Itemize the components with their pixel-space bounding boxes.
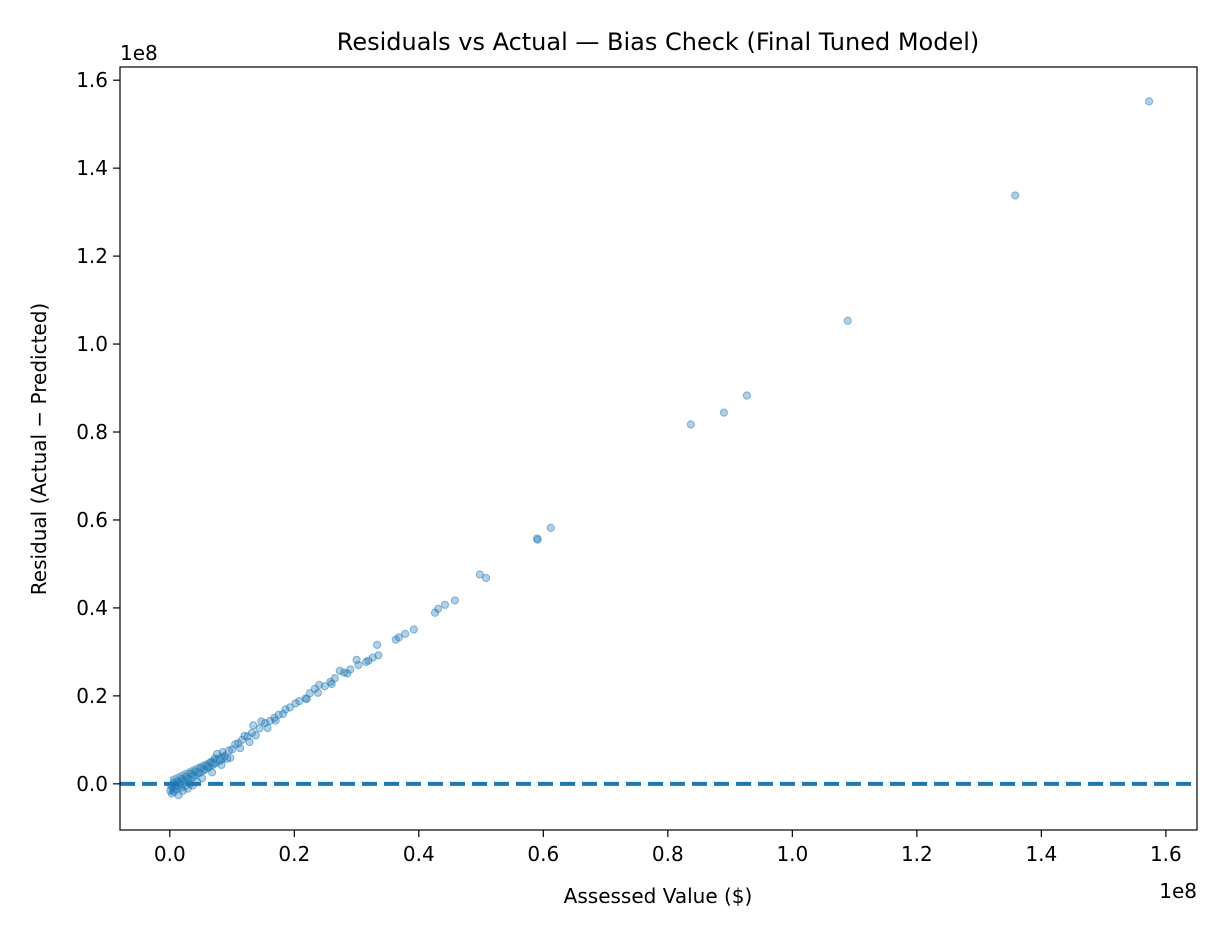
data-point [249,721,258,730]
y-tick-label: 1.2 [76,244,108,268]
data-point [251,731,260,740]
data-point [240,731,249,740]
data-point [719,408,728,417]
y-tick-label: 0.2 [76,684,108,708]
data-point [1144,97,1154,106]
x-tick-label: 1.4 [1025,842,1057,866]
y-tick-label: 0.6 [76,508,108,532]
data-point [177,774,186,784]
x-tick-label: 0.2 [278,842,310,866]
data-point [257,717,266,726]
y-tick-label: 0.4 [76,596,108,620]
data-point [352,655,361,664]
data-point [191,767,200,776]
data-point [198,774,207,783]
data-point [361,657,371,667]
x-ticks: 0.0 0.2 0.4 0.6 0.8 1.0 1.2 1.4 1.6 [154,830,1182,866]
data-point [686,420,695,429]
data-point [279,709,288,719]
data-point [291,699,300,708]
data-point [181,772,191,781]
data-point [208,768,217,777]
data-point [213,749,222,759]
data-point [217,760,226,770]
data-point [430,608,440,617]
plot-frame [119,66,1198,831]
x-axis-label: Assessed Value ($) [564,884,753,908]
x-tick-label: 0.6 [527,842,559,866]
data-point [742,391,752,400]
data-point [343,669,352,678]
x-offset-text: 1e8 [1159,879,1197,903]
data-point [313,688,323,697]
x-tick-label: 0.4 [403,842,435,866]
data-points [166,97,1154,800]
data-point [236,744,245,753]
x-tick-label: 1.0 [776,842,808,866]
data-point [409,625,418,634]
data-point [226,753,235,762]
data-point [843,316,852,325]
data-point [245,737,254,747]
data-point [475,570,484,579]
y-tick-label: 0.0 [76,772,108,796]
data-point [271,716,280,725]
x-tick-label: 0.8 [652,842,684,866]
data-point [285,703,295,712]
y-offset-text: 1e8 [120,41,158,65]
y-axis-label: Residual (Actual − Predicted) [27,303,51,595]
data-point [302,694,311,704]
data-point [281,705,290,714]
y-ticks: 0.0 0.2 0.4 0.6 0.8 1.0 1.2 1.4 1.6 [76,68,120,796]
data-point [450,596,460,605]
y-tick-label: 0.8 [76,420,108,444]
data-point [373,640,382,649]
data-point [401,629,410,638]
data-point [263,723,272,733]
data-point [335,666,344,675]
data-point [440,600,450,609]
data-point [327,679,336,689]
data-point [391,635,400,644]
data-point [1011,191,1020,200]
data-point [533,534,542,543]
chart-title: Residuals vs Actual — Bias Check (Final … [337,28,980,56]
y-tick-label: 1.4 [76,156,108,180]
data-point [546,523,555,532]
y-tick-label: 1.6 [76,68,108,92]
y-tick-label: 1.0 [76,332,108,356]
data-point [481,573,491,583]
x-tick-label: 0.0 [154,842,186,866]
x-tick-label: 1.2 [901,842,933,866]
x-tick-label: 1.6 [1150,842,1182,866]
